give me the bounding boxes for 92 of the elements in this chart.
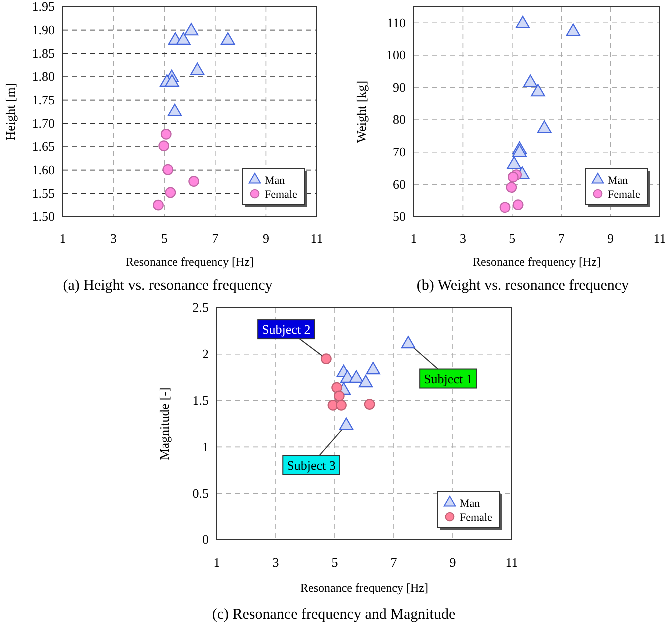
y-axis-title: Magnitude [-] (157, 388, 172, 460)
point (168, 104, 182, 116)
annotation: Subject 1 (424, 371, 473, 386)
y-tick-label: 90 (393, 80, 406, 95)
point (349, 370, 364, 383)
y-tick-label: 1.5 (192, 392, 209, 408)
point (523, 74, 538, 88)
point (401, 336, 416, 349)
point (366, 362, 380, 375)
x-tick-label: 1 (410, 231, 418, 246)
x-tick-label: 3 (460, 231, 466, 246)
point (184, 23, 199, 36)
annotation: Subject 2 (262, 322, 311, 338)
point (537, 120, 552, 134)
point (188, 176, 200, 187)
y-tick-label: 70 (393, 144, 406, 160)
legend-label: Female (608, 189, 640, 201)
y-tick-label: 1.70 (32, 116, 55, 131)
y-tick-label: 100 (386, 48, 406, 63)
point (512, 200, 524, 210)
y-tick-label: 110 (386, 15, 406, 30)
point (336, 400, 347, 411)
y-tick-label: 0 (202, 532, 209, 548)
point (358, 375, 374, 388)
y-tick-label: 60 (393, 176, 406, 192)
legend-label: Man (460, 498, 481, 510)
x-tick-label: 3 (110, 231, 118, 246)
x-tick-label: 9 (608, 231, 614, 246)
legend-label: Man (608, 175, 629, 187)
point (321, 354, 332, 364)
point (190, 62, 205, 76)
y-tick-label: 1.75 (32, 92, 55, 108)
point (506, 182, 518, 194)
y-tick-label: 80 (393, 112, 406, 128)
point (339, 418, 354, 430)
point (158, 140, 170, 152)
text: (a) Height vs. resonance frequency (63, 278, 274, 294)
x-tick-label: 9 (450, 555, 456, 570)
y-tick-label: 1.50 (32, 209, 55, 224)
point (566, 24, 581, 36)
point (516, 16, 530, 29)
x-tick-label: 1 (60, 231, 66, 246)
x-tick-label: 11 (310, 231, 324, 246)
x-axis-title: Resonance frequency [Hz] (126, 255, 254, 269)
point (220, 32, 236, 46)
x-tick-label: 5 (509, 231, 516, 246)
point (153, 200, 164, 211)
point (165, 187, 176, 198)
text: (c) Resonance frequency and Magnitude (212, 607, 456, 623)
x-tick-label: 7 (558, 231, 566, 246)
x-tick-label: 1 (214, 555, 220, 570)
annotation: Subject 3 (287, 458, 336, 473)
y-axis-title: Weight [kg] (354, 80, 369, 144)
x-tick-label: 7 (390, 555, 398, 570)
y-tick-label: 2.5 (192, 300, 209, 316)
y-tick-label: 50 (393, 209, 406, 224)
point (162, 164, 174, 176)
y-tick-label: 1.60 (32, 162, 55, 178)
y-tick-label: 1.55 (32, 186, 55, 201)
y-tick-label: 2 (202, 346, 209, 362)
point (500, 202, 511, 214)
y-tick-label: 1.65 (32, 139, 55, 154)
y-axis-title: Height [m] (3, 83, 18, 141)
y-tick-label: 0.5 (192, 486, 209, 501)
legend-label: Female (460, 512, 492, 524)
x-tick-label: 5 (332, 555, 338, 570)
point (176, 32, 191, 46)
point (507, 156, 522, 170)
y-tick-label: 1.90 (32, 22, 55, 38)
point (508, 172, 519, 183)
text: (b) Weight vs. resonance frequency (416, 278, 630, 294)
x-tick-label: 11 (654, 231, 666, 246)
x-axis-title: Resonance frequency [Hz] (473, 255, 601, 269)
legend-label: Female (265, 189, 298, 201)
x-tick-label: 7 (212, 231, 220, 246)
legend-label: Man (265, 175, 286, 187)
point (334, 390, 345, 402)
x-tick-label: 3 (272, 555, 280, 570)
y-tick-label: 1.95 (32, 0, 55, 14)
point (364, 399, 376, 410)
y-tick-label: 1 (202, 439, 209, 454)
y-tick-label: 1.80 (32, 69, 55, 84)
point (165, 74, 180, 88)
x-tick-label: 11 (506, 555, 518, 570)
point (512, 144, 527, 158)
point (332, 382, 342, 394)
y-tick-label: 1.85 (32, 46, 55, 61)
x-tick-label: 5 (161, 231, 168, 246)
x-axis-title: Resonance frequency [Hz] (300, 581, 428, 595)
x-tick-label: 9 (262, 231, 270, 246)
point (160, 128, 172, 140)
point (531, 84, 546, 97)
